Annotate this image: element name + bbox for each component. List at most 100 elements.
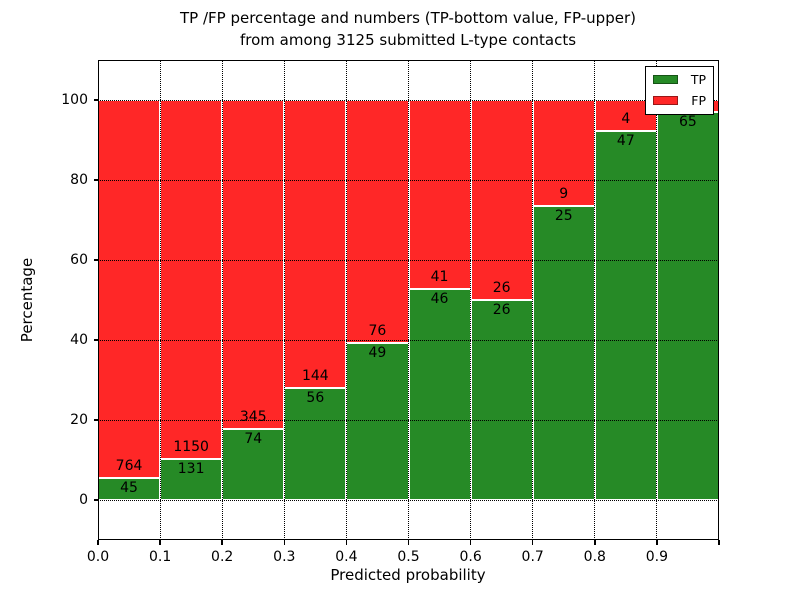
x-tick-label: 0.6 (459, 549, 482, 565)
bar-segment-fp (532, 100, 595, 206)
x-axis-label: Predicted probability (330, 566, 486, 584)
x-tick-label: 0.9 (645, 549, 669, 565)
bar-segment-fp (408, 100, 471, 289)
bar-divider-edge (284, 387, 347, 389)
x-tick-label: 0.1 (148, 549, 172, 565)
fp-count-annotation: 144 (301, 368, 329, 384)
x-tick-label: 0.3 (273, 549, 296, 565)
v-gridline (159, 60, 161, 540)
h-gridline (98, 420, 719, 421)
y-tick-label: 80 (70, 172, 88, 188)
y-tick (93, 339, 98, 341)
fp-legend-swatch-icon (653, 96, 678, 105)
bar-segment-fp (470, 100, 533, 300)
fp-count-annotation: 4 (621, 111, 631, 128)
v-gridline (283, 60, 285, 540)
tp-count-annotation: 46 (430, 290, 449, 307)
chart-title-line2: from among 3125 submitted L-type contact… (239, 31, 577, 49)
x-tick (97, 540, 99, 545)
bar-divider-edge (594, 130, 657, 133)
bar-segment-tp (594, 131, 657, 500)
fp-count-annotation: 26 (492, 280, 511, 296)
v-gridline (656, 60, 658, 540)
tp-count-annotation: 74 (244, 431, 263, 448)
bar-segment-tp (408, 288, 471, 500)
bar-divider-edge (98, 476, 161, 479)
x-tick-label: 0.4 (335, 549, 358, 565)
x-tick-label: 0.0 (86, 549, 110, 565)
tp-count-annotation: 131 (177, 461, 205, 478)
y-tick-label: 20 (70, 412, 88, 428)
y-axis-label: Percentage (18, 257, 36, 343)
h-gridline (98, 100, 719, 101)
v-gridline (594, 60, 596, 540)
tp-legend-label: TP (690, 72, 706, 87)
bar-segment-tp (98, 477, 161, 500)
v-gridline (408, 60, 409, 540)
bar-divider-edge (532, 204, 595, 207)
bar-divider-edge (346, 342, 409, 345)
v-gridline (345, 60, 347, 540)
fp-legend-label: FP (691, 93, 706, 108)
y-tick-label: 0 (79, 492, 88, 508)
h-gridline (98, 340, 719, 341)
tp-count-annotation: 45 (120, 479, 138, 496)
bar-segment-tp (470, 300, 533, 500)
x-tick-label: 0.5 (397, 549, 420, 565)
plot-area: 764 45 1150 131 345 74 144 56 76 49 41 46 26 26 9 25 4 47… (98, 60, 719, 540)
v-gridline (470, 60, 472, 540)
x-tick-label: 0.2 (211, 549, 234, 565)
y-tick-label: 40 (70, 332, 88, 348)
x-tick (531, 540, 534, 545)
bar-segment-fp (346, 100, 409, 344)
bar-divider-edge (160, 458, 223, 461)
chart-title-line1: TP /FP percentage and numbers (TP-bottom… (180, 9, 636, 27)
y-tick-label: 100 (61, 92, 88, 108)
legend-item-fp: FP (653, 93, 706, 108)
x-tick (594, 540, 596, 545)
x-tick (221, 540, 223, 545)
chart-title: TP /FP percentage and numbers (TP-bottom… (8, 7, 800, 51)
bar-divider-edge (470, 299, 533, 301)
legend-item-tp: TP (653, 72, 706, 87)
y-tick (93, 99, 98, 101)
tp-count-annotation: 47 (616, 133, 635, 150)
y-tick (93, 259, 98, 261)
bar-segment-fp (98, 100, 161, 478)
fp-count-annotation: 76 (368, 323, 387, 340)
tp-count-annotation: 56 (306, 390, 325, 406)
legend: TP FP (645, 66, 714, 115)
bar-segment-tp (222, 429, 285, 500)
tp-count-annotation: 26 (492, 302, 511, 318)
h-gridline (98, 260, 719, 261)
y-tick-label: 60 (70, 252, 88, 268)
bar-segment-fp (160, 100, 223, 460)
bar-divider-edge (408, 287, 471, 290)
bar-divider-edge (222, 428, 285, 431)
fp-count-annotation: 1150 (173, 439, 209, 456)
bar-segment-tp (656, 111, 719, 500)
x-tick (656, 540, 658, 545)
tp-count-annotation: 49 (368, 345, 387, 362)
bar-segment-fp (222, 100, 285, 430)
x-tick-label: 0.7 (521, 549, 544, 565)
fp-count-annotation: 345 (239, 409, 267, 426)
tp-legend-swatch-icon (653, 75, 678, 84)
tp-count-annotation: 65 (679, 113, 697, 130)
bar-segment-tp (284, 388, 347, 500)
x-tick (159, 540, 161, 545)
x-tick-label: 0.8 (583, 549, 606, 565)
x-tick (345, 540, 348, 545)
y-tick (93, 499, 98, 501)
x-tick (283, 540, 286, 545)
fp-count-annotation: 41 (430, 268, 449, 285)
tp-count-annotation: 25 (554, 207, 573, 224)
x-tick (469, 540, 472, 545)
x-tick (718, 540, 720, 545)
bar-segment-tp (160, 459, 223, 500)
y-tick (93, 419, 98, 421)
bar-segment-tp (532, 205, 595, 500)
x-tick (407, 540, 410, 545)
bar-segment-tp (346, 343, 409, 500)
